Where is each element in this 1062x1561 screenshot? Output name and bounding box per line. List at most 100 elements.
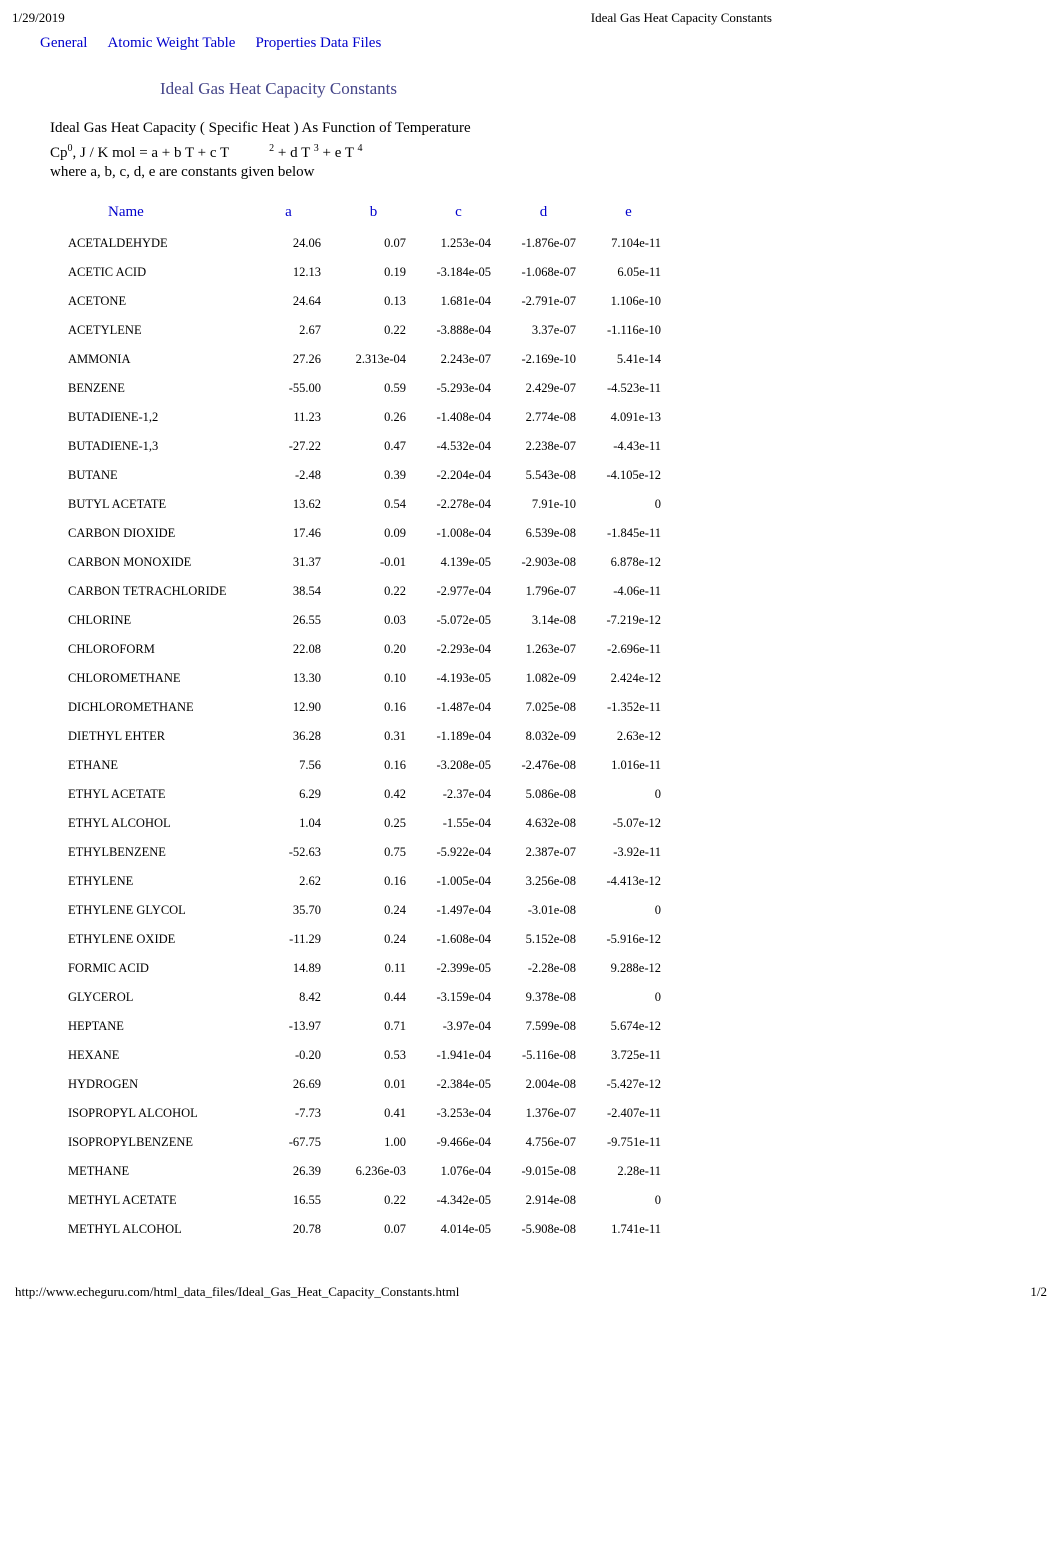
cell-e: -1.116e-10 [586, 316, 671, 345]
cell-name: ACETONE [58, 287, 246, 316]
cell-c: -3.184e-05 [416, 258, 501, 287]
cell-b: 0.75 [331, 838, 416, 867]
cell-name: ISOPROPYLBENZENE [58, 1128, 246, 1157]
cell-e: -2.696e-11 [586, 635, 671, 664]
table-row: BUTYL ACETATE13.620.54-2.278e-047.91e-10… [58, 490, 671, 519]
cell-name: HEXANE [58, 1041, 246, 1070]
cell-d: 2.387e-07 [501, 838, 586, 867]
cell-a: 35.70 [246, 896, 331, 925]
cell-e: 3.725e-11 [586, 1041, 671, 1070]
cell-b: 0.41 [331, 1099, 416, 1128]
cell-c: -2.384e-05 [416, 1070, 501, 1099]
cell-b: 6.236e-03 [331, 1157, 416, 1186]
table-row: ETHYLBENZENE-52.630.75-5.922e-042.387e-0… [58, 838, 671, 867]
cell-e: 2.28e-11 [586, 1157, 671, 1186]
cell-a: 13.30 [246, 664, 331, 693]
cell-c: -3.208e-05 [416, 751, 501, 780]
cell-e: -5.427e-12 [586, 1070, 671, 1099]
cell-name: HEPTANE [58, 1012, 246, 1041]
cell-name: ACETYLENE [58, 316, 246, 345]
table-row: BUTANE-2.480.39-2.204e-045.543e-08-4.105… [58, 461, 671, 490]
cell-d: 7.91e-10 [501, 490, 586, 519]
cell-d: 1.082e-09 [501, 664, 586, 693]
data-table: Name a b c d e ACETALDEHYDE24.060.071.25… [58, 196, 671, 1244]
cell-d: 9.378e-08 [501, 983, 586, 1012]
cell-e: -1.845e-11 [586, 519, 671, 548]
table-row: DICHLOROMETHANE12.900.16-1.487e-047.025e… [58, 693, 671, 722]
cell-a: 16.55 [246, 1186, 331, 1215]
nav-properties-data-files[interactable]: Properties Data Files [255, 34, 381, 54]
cell-a: 26.69 [246, 1070, 331, 1099]
table-row: CHLORINE26.550.03-5.072e-053.14e-08-7.21… [58, 606, 671, 635]
table-row: HYDROGEN26.690.01-2.384e-052.004e-08-5.4… [58, 1070, 671, 1099]
cell-d: 3.37e-07 [501, 316, 586, 345]
cell-a: 12.13 [246, 258, 331, 287]
cell-a: 27.26 [246, 345, 331, 374]
table-row: ISOPROPYLBENZENE-67.751.00-9.466e-044.75… [58, 1128, 671, 1157]
cell-e: -4.413e-12 [586, 867, 671, 896]
cell-name: ISOPROPYL ALCOHOL [58, 1099, 246, 1128]
cell-a: -55.00 [246, 374, 331, 403]
cell-a: -52.63 [246, 838, 331, 867]
cell-b: 0.03 [331, 606, 416, 635]
cell-c: -4.532e-04 [416, 432, 501, 461]
cell-a: -11.29 [246, 925, 331, 954]
cell-name: ETHYLENE GLYCOL [58, 896, 246, 925]
cell-d: -1.876e-07 [501, 229, 586, 258]
cell-e: -1.352e-11 [586, 693, 671, 722]
cell-b: 0.44 [331, 983, 416, 1012]
cell-name: CHLORINE [58, 606, 246, 635]
table-row: AMMONIA27.262.313e-042.243e-07-2.169e-10… [58, 345, 671, 374]
cell-c: -5.293e-04 [416, 374, 501, 403]
cell-e: 4.091e-13 [586, 403, 671, 432]
cell-e: 1.106e-10 [586, 287, 671, 316]
cell-b: 0.16 [331, 867, 416, 896]
cell-name: DIETHYL EHTER [58, 722, 246, 751]
nav-links: General Atomic Weight Table Properties D… [10, 34, 1052, 54]
formula-cp: Cp [50, 145, 68, 161]
cell-b: 0.07 [331, 229, 416, 258]
cell-e: 6.05e-11 [586, 258, 671, 287]
cell-d: 5.543e-08 [501, 461, 586, 490]
cell-b: 0.16 [331, 751, 416, 780]
cell-d: -2.28e-08 [501, 954, 586, 983]
cell-c: -2.278e-04 [416, 490, 501, 519]
cell-a: 14.89 [246, 954, 331, 983]
table-row: ETHANE7.560.16-3.208e-05-2.476e-081.016e… [58, 751, 671, 780]
col-header-a: a [246, 196, 331, 229]
cell-b: 0.22 [331, 1186, 416, 1215]
cell-b: 0.07 [331, 1215, 416, 1244]
cell-a: 12.90 [246, 693, 331, 722]
cell-b: 0.39 [331, 461, 416, 490]
cell-c: -1.408e-04 [416, 403, 501, 432]
table-row: ETHYLENE OXIDE-11.290.24-1.608e-045.152e… [58, 925, 671, 954]
col-header-e: e [586, 196, 671, 229]
cell-a: -27.22 [246, 432, 331, 461]
cell-d: 1.376e-07 [501, 1099, 586, 1128]
cell-c: 1.253e-04 [416, 229, 501, 258]
cell-e: -5.07e-12 [586, 809, 671, 838]
cell-b: 0.71 [331, 1012, 416, 1041]
cell-d: 2.429e-07 [501, 374, 586, 403]
cell-d: 4.756e-07 [501, 1128, 586, 1157]
table-row: CHLOROMETHANE13.300.10-4.193e-051.082e-0… [58, 664, 671, 693]
cell-name: ETHYLENE [58, 867, 246, 896]
cell-name: ETHYL ACETATE [58, 780, 246, 809]
cell-c: 1.076e-04 [416, 1157, 501, 1186]
cell-b: 0.53 [331, 1041, 416, 1070]
nav-atomic-weight-table[interactable]: Atomic Weight Table [107, 34, 235, 54]
cell-d: -2.169e-10 [501, 345, 586, 374]
cell-name: BUTANE [58, 461, 246, 490]
cell-b: 0.54 [331, 490, 416, 519]
cell-d: -5.908e-08 [501, 1215, 586, 1244]
cell-d: -9.015e-08 [501, 1157, 586, 1186]
cell-d: 6.539e-08 [501, 519, 586, 548]
cell-c: -4.193e-05 [416, 664, 501, 693]
cell-d: -1.068e-07 [501, 258, 586, 287]
cell-name: CARBON TETRACHLORIDE [58, 577, 246, 606]
cell-c: -2.293e-04 [416, 635, 501, 664]
nav-general[interactable]: General [40, 34, 87, 54]
cell-b: 0.42 [331, 780, 416, 809]
page-title: Ideal Gas Heat Capacity Constants [10, 79, 1052, 99]
cell-b: -0.01 [331, 548, 416, 577]
